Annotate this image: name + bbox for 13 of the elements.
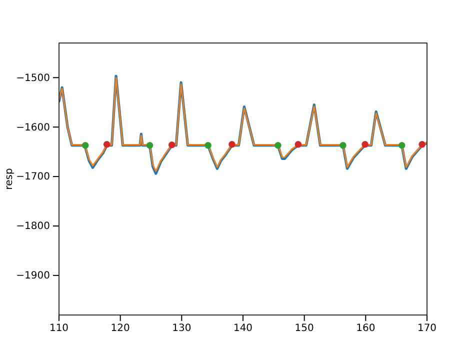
x-tick-label: 160 (356, 323, 376, 334)
x-tick-label: 130 (172, 323, 192, 334)
y-tick-label: −1900 (16, 270, 50, 282)
x-tick-label: 150 (294, 323, 314, 334)
y-tick-label: −1600 (16, 122, 50, 134)
x-tick-label: 140 (233, 323, 253, 334)
x-tick-label: 120 (110, 323, 130, 334)
y-tick-label: −1500 (16, 72, 50, 84)
y-tick-label: −1700 (16, 172, 50, 183)
x-tick-label: 170 (417, 323, 437, 334)
y-tick-label: −1800 (16, 221, 50, 232)
x-tick-label: 110 (49, 323, 69, 334)
y-axis-title: resp (4, 168, 15, 190)
